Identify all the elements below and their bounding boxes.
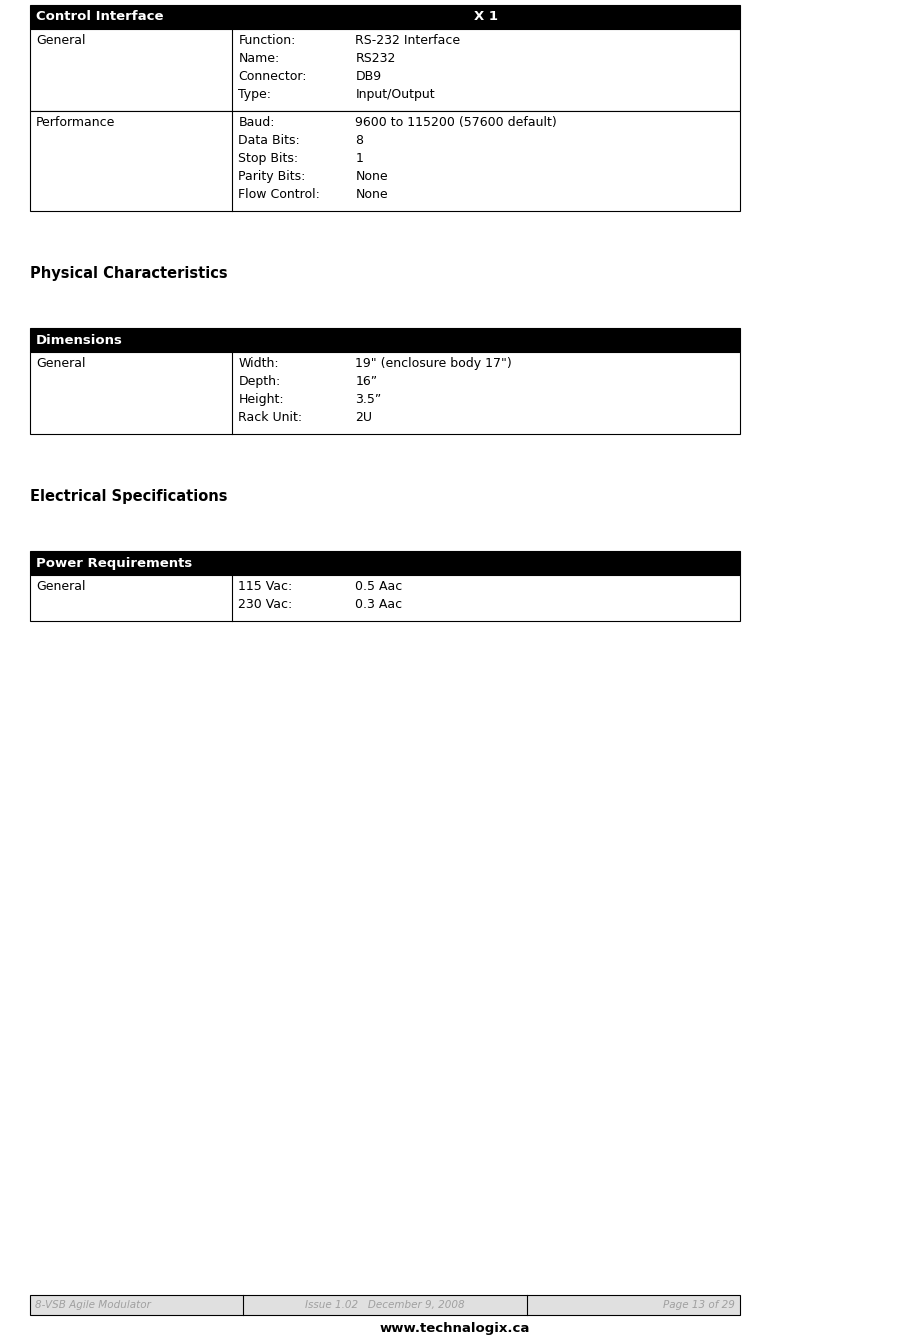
Text: Rack Unit:: Rack Unit: xyxy=(238,411,302,424)
Text: General: General xyxy=(36,580,86,593)
Text: Connector:: Connector: xyxy=(238,70,307,83)
Bar xyxy=(30,111,740,212)
Text: Power Requirements: Power Requirements xyxy=(36,557,192,569)
Text: 19" (enclosure body 17"): 19" (enclosure body 17") xyxy=(356,358,512,370)
Text: Stop Bits:: Stop Bits: xyxy=(238,153,298,165)
Bar xyxy=(30,352,740,434)
Text: 9600 to 115200 (57600 default): 9600 to 115200 (57600 default) xyxy=(356,116,557,129)
Bar xyxy=(30,1295,740,1315)
Text: 230 Vac:: 230 Vac: xyxy=(238,599,293,611)
Bar xyxy=(30,328,740,352)
Text: 8: 8 xyxy=(356,134,363,147)
Text: 0.3 Aac: 0.3 Aac xyxy=(356,599,402,611)
Text: Parity Bits:: Parity Bits: xyxy=(238,170,306,183)
Text: DB9: DB9 xyxy=(356,70,381,83)
Text: Page 13 of 29: Page 13 of 29 xyxy=(663,1300,735,1310)
Text: Dimensions: Dimensions xyxy=(36,333,123,347)
Text: General: General xyxy=(36,33,86,47)
Text: General: General xyxy=(36,358,86,370)
Text: None: None xyxy=(356,170,389,183)
Text: RS-232 Interface: RS-232 Interface xyxy=(356,33,460,47)
Text: Input/Output: Input/Output xyxy=(356,88,435,100)
Text: 8-VSB Agile Modulator: 8-VSB Agile Modulator xyxy=(35,1300,151,1310)
Text: Depth:: Depth: xyxy=(238,375,280,388)
Text: Issue 1.02   December 9, 2008: Issue 1.02 December 9, 2008 xyxy=(305,1300,465,1310)
Text: www.technalogix.ca: www.technalogix.ca xyxy=(379,1322,531,1335)
Bar xyxy=(30,5,740,29)
Text: RS232: RS232 xyxy=(356,52,396,66)
Text: 1: 1 xyxy=(356,153,363,165)
Text: Data Bits:: Data Bits: xyxy=(238,134,300,147)
Text: Name:: Name: xyxy=(238,52,279,66)
Bar xyxy=(30,574,740,621)
Text: 16”: 16” xyxy=(356,375,378,388)
Text: 3.5”: 3.5” xyxy=(356,394,382,406)
Text: 2U: 2U xyxy=(356,411,372,424)
Text: Flow Control:: Flow Control: xyxy=(238,187,320,201)
Text: Performance: Performance xyxy=(36,116,116,129)
Text: 0.5 Aac: 0.5 Aac xyxy=(356,580,403,593)
Text: Physical Characteristics: Physical Characteristics xyxy=(30,266,228,281)
Text: X 1: X 1 xyxy=(474,11,498,24)
Bar xyxy=(30,552,740,574)
Text: Type:: Type: xyxy=(238,88,271,100)
Bar xyxy=(30,29,740,111)
Text: Baud:: Baud: xyxy=(238,116,275,129)
Text: None: None xyxy=(356,187,389,201)
Text: 115 Vac:: 115 Vac: xyxy=(238,580,293,593)
Text: Height:: Height: xyxy=(238,394,284,406)
Text: Control Interface: Control Interface xyxy=(36,11,164,24)
Text: Function:: Function: xyxy=(238,33,296,47)
Text: Width:: Width: xyxy=(238,358,279,370)
Text: Electrical Specifications: Electrical Specifications xyxy=(30,489,228,503)
